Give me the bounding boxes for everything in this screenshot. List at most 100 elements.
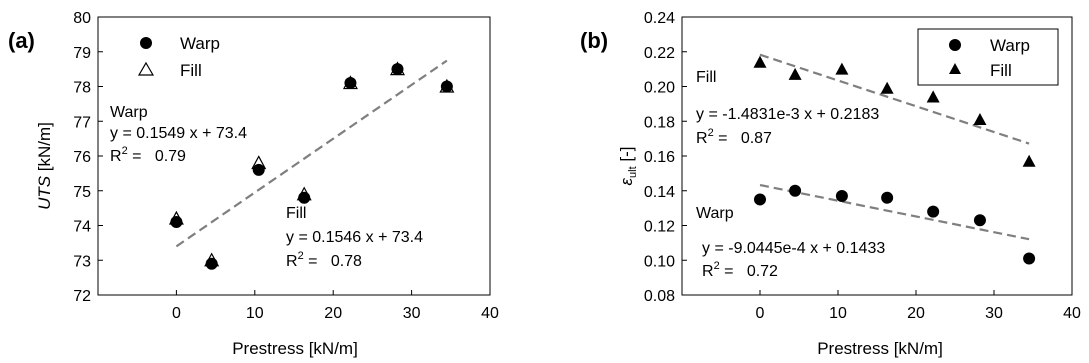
b-y-tick-label: 0.16 [644, 149, 675, 166]
b-warp-point [927, 205, 940, 218]
annotation-b-warp-r2: R2 = 0.72 [702, 260, 778, 280]
r2-sup: 2 [122, 145, 128, 157]
b-fill-point [973, 113, 987, 126]
b-warp-point [789, 184, 802, 197]
legend-b-fill-marker [949, 63, 961, 74]
r2-eq: = [128, 148, 155, 165]
trendline-a [175, 59, 448, 248]
a-y-tick-label: 76 [73, 149, 91, 166]
a-x-tick-label: 40 [481, 305, 499, 322]
a-warp-point [252, 163, 265, 176]
a-x-tick-label: 20 [324, 305, 342, 322]
b-fill-point [788, 67, 802, 80]
b-y-tick-label: 0.12 [644, 219, 675, 236]
a-warp-point [205, 257, 218, 270]
b-fill-point [835, 62, 849, 75]
b-warp-point [754, 193, 766, 206]
b-x-tick-label: 0 [756, 305, 765, 322]
r2-value: 0.72 [747, 263, 778, 280]
a-x-tick-label: 30 [403, 305, 421, 322]
annotation-b-fill-r2: R2 = 0.87 [696, 127, 772, 147]
r2-prefix: R [696, 130, 708, 147]
r2-eq: = [304, 253, 331, 270]
annotation-a-fill-eq: y = 0.1546 x + 73.4 [286, 229, 423, 246]
r2-eq: = [714, 130, 741, 147]
y-axis-label-b-sub: ult [627, 166, 639, 178]
a-y-tick-label: 73 [73, 253, 91, 270]
data-points-b [753, 55, 1036, 265]
a-x-tick-label: 10 [246, 305, 264, 322]
a-y-tick-label: 79 [73, 45, 91, 62]
annotation-a-warp-r2: R2 = 0.79 [110, 145, 186, 165]
b-fill-point [1022, 154, 1036, 167]
r2-sup: 2 [708, 127, 714, 139]
annotation-a-fill-title: Fill [286, 205, 306, 222]
b-y-tick-label: 0.20 [644, 80, 675, 97]
annotation-a-warp-title: Warp [110, 104, 148, 121]
legend-a-fill-label: Fill [180, 61, 202, 80]
b-x-tick-label: 20 [907, 305, 925, 322]
legend-b-fill-label: Fill [990, 61, 1012, 80]
r2-value: 0.78 [331, 253, 362, 270]
r2-value: 0.79 [155, 148, 186, 165]
b-warp-point [881, 191, 894, 204]
legend-b-warp-label: Warp [990, 36, 1030, 55]
y-axis-label-a: UTS [kN/m] [35, 122, 54, 210]
b-x-tick-label: 40 [1063, 305, 1081, 322]
panel-label-a: (a) [8, 28, 35, 53]
r2-sup: 2 [298, 250, 304, 262]
a-warp-point [170, 216, 183, 229]
y-axis-label-a-italic: UTS [35, 175, 54, 210]
b-y-tick-label: 0.10 [644, 253, 675, 270]
a-y-tick-label: 77 [73, 114, 91, 131]
a-y-tick-label: 75 [73, 184, 91, 201]
a-y-tick-label: 78 [73, 80, 91, 97]
a-warp-point [298, 191, 311, 204]
b-fill-point [753, 55, 767, 68]
y-axis-label-a-unit: [kN/m] [35, 122, 54, 176]
x-axis-label-a: Prestress [kN/m] [232, 339, 358, 358]
y-axis-label-b-symbol: ε [617, 177, 636, 185]
b-warp-point [1023, 252, 1036, 265]
a-y-tick-label: 72 [73, 288, 91, 305]
data-points-a [168, 61, 455, 270]
annotation-a-warp-eq: y = 0.1549 x + 73.4 [110, 125, 247, 142]
trendlines-b [759, 53, 1030, 241]
b-fill-point [880, 81, 894, 94]
b-trendline [759, 183, 1030, 241]
b-trendline [759, 53, 1030, 145]
annotation-b-warp-title: Warp [696, 205, 734, 222]
a-trendline [175, 59, 448, 248]
legend-b: Warp Fill [917, 28, 1059, 86]
tick-labels-b: 0 10 20 30 40 0.08 0.10 0.12 0.14 0.16 0.18 0.20 0.2… [644, 10, 1081, 322]
annotation-b-fill-eq: y = -1.4831e-3 x + 0.2183 [696, 106, 879, 123]
b-fill-point [926, 90, 940, 103]
b-y-tick-label: 0.22 [644, 45, 675, 62]
a-warp-point [344, 77, 357, 90]
x-axis-label-b: Prestress [kN/m] [817, 339, 943, 358]
r2-value: 0.87 [741, 130, 772, 147]
r2-prefix: R [110, 148, 122, 165]
legend-a-warp-marker [140, 37, 152, 49]
b-warp-point [973, 214, 986, 227]
annotation-b-fill-title: Fill [696, 69, 716, 86]
legend-a: Warp Fill [137, 34, 220, 80]
legend-b-warp-marker [949, 39, 961, 51]
b-y-tick-label: 0.08 [644, 288, 675, 305]
r2-eq: = [720, 263, 747, 280]
b-y-tick-label: 0.14 [644, 184, 675, 201]
a-y-tick-label: 80 [73, 10, 91, 27]
a-x-tick-label: 0 [172, 305, 181, 322]
b-x-tick-label: 10 [829, 305, 847, 322]
panel-b: (b) 0 10 20 30 40 0.08 0.10 0.12 0.14 0.16 0.18 0.2… [580, 10, 1081, 358]
r2-prefix: R [286, 253, 298, 270]
r2-prefix: R [702, 263, 714, 280]
y-axis-label-b: εult [-] [617, 147, 639, 186]
a-y-tick-label: 74 [73, 219, 91, 236]
y-axis-label-b-unit: [-] [617, 147, 636, 167]
b-y-tick-label: 0.18 [644, 114, 675, 131]
legend-a-fill-marker [137, 61, 155, 76]
b-x-tick-label: 30 [985, 305, 1003, 322]
a-warp-point [440, 80, 453, 93]
